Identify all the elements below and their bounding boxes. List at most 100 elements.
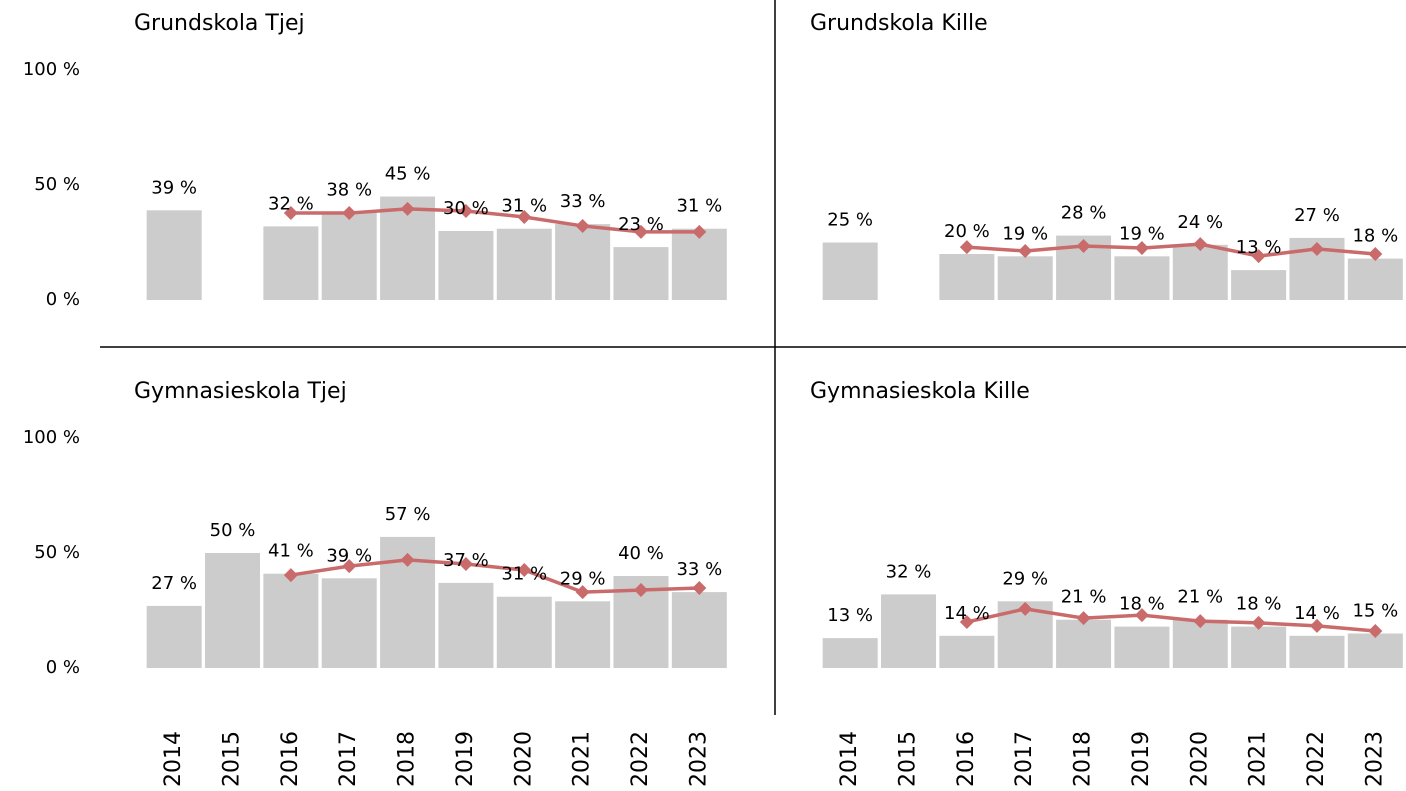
bar (1231, 270, 1287, 300)
data-label: 19 % (1119, 223, 1165, 244)
bar (263, 226, 319, 300)
trend-marker (1134, 608, 1149, 623)
trend-marker (1309, 618, 1324, 633)
trend-marker (283, 206, 298, 221)
data-label: 27 % (151, 573, 197, 594)
data-label: 32 % (268, 193, 314, 214)
bar (555, 224, 611, 300)
data-label: 19 % (1002, 223, 1048, 244)
bar (321, 212, 377, 300)
trend-marker (1251, 615, 1266, 630)
trend-marker (517, 563, 532, 578)
data-label: 50 % (210, 520, 256, 541)
data-label: 24 % (1177, 212, 1223, 233)
trend-marker (1076, 611, 1091, 626)
x-tick-label: 2022 (1304, 731, 1329, 787)
bar (1114, 256, 1170, 300)
y-tick-label: 50 % (34, 174, 80, 195)
bar (822, 242, 878, 300)
bar (1289, 635, 1345, 668)
x-tick-label: 2019 (453, 731, 478, 787)
data-label: 32 % (886, 561, 932, 582)
trend-marker (1193, 237, 1208, 252)
trend-marker (1368, 623, 1383, 638)
bar (997, 256, 1053, 300)
bar (205, 553, 261, 668)
y-tick-label: 50 % (34, 542, 80, 563)
panel-title: Grundskola Tjej (134, 11, 305, 36)
x-tick-label: 2023 (686, 731, 711, 787)
x-tick-label: 2022 (628, 731, 653, 787)
bar (1347, 633, 1403, 668)
trend-marker (1193, 614, 1208, 629)
trend-marker (633, 583, 648, 598)
bar (1172, 244, 1228, 300)
data-label: 31 % (501, 196, 547, 217)
x-tick-label: 2019 (1129, 731, 1154, 787)
bar (146, 605, 202, 668)
trend-marker (575, 218, 590, 233)
data-label: 39 % (326, 545, 372, 566)
data-label: 21 % (1177, 587, 1223, 608)
bar (438, 231, 494, 300)
trend-marker (400, 552, 415, 567)
panel-title: Grundskola Kille (810, 11, 988, 36)
data-label: 41 % (268, 541, 314, 562)
y-tick-label: 100 % (23, 427, 80, 448)
data-label: 31 % (676, 196, 722, 217)
bar (822, 638, 878, 668)
bar (939, 635, 995, 668)
trend-marker (575, 585, 590, 600)
trend-marker (283, 568, 298, 583)
bar (939, 254, 995, 300)
data-label: 30 % (443, 198, 489, 219)
data-label: 37 % (443, 550, 489, 571)
trend-marker (1076, 238, 1091, 253)
bar (613, 247, 669, 300)
data-label: 29 % (560, 568, 606, 589)
data-label: 40 % (618, 543, 664, 564)
bar (671, 228, 727, 300)
x-tick-label: 2014 (837, 731, 862, 787)
bar (881, 594, 937, 668)
bar (496, 228, 552, 300)
trend-marker (1018, 244, 1033, 259)
trend-line (290, 558, 700, 594)
trend-marker (692, 580, 707, 595)
x-tick-label: 2016 (278, 731, 303, 787)
data-label: 13 % (1236, 237, 1282, 258)
data-label: 29 % (1002, 568, 1048, 589)
data-label: 33 % (676, 559, 722, 580)
data-label: 21 % (1061, 587, 1107, 608)
data-label: 38 % (326, 180, 372, 201)
trend-marker (517, 209, 532, 224)
x-tick-label: 2021 (570, 731, 595, 787)
trend-marker (959, 240, 974, 255)
data-label: 15 % (1352, 601, 1398, 622)
data-label: 45 % (385, 164, 431, 185)
x-tick-label: 2021 (1246, 731, 1271, 787)
trend-marker (1368, 247, 1383, 261)
trend-line (966, 242, 1376, 258)
data-label: 33 % (560, 191, 606, 212)
x-tick-label: 2017 (1012, 731, 1037, 787)
trend-marker (1309, 241, 1324, 256)
x-tick-label: 2014 (161, 731, 186, 787)
trend-marker (1134, 241, 1149, 256)
y-tick-label: 0 % (46, 289, 80, 310)
x-tick-label: 2017 (336, 731, 361, 787)
data-label: 57 % (385, 504, 431, 525)
trend-marker (633, 224, 648, 239)
trend-marker (458, 203, 473, 218)
bar (321, 578, 377, 668)
trend-marker (959, 615, 974, 629)
trend-marker (1251, 249, 1266, 264)
trend-marker (458, 557, 473, 572)
bar (1231, 626, 1287, 668)
data-label: 23 % (618, 214, 664, 235)
data-label: 18 % (1236, 594, 1282, 615)
x-tick-label: 2018 (395, 731, 420, 787)
bar (263, 573, 319, 668)
bar (671, 592, 727, 668)
